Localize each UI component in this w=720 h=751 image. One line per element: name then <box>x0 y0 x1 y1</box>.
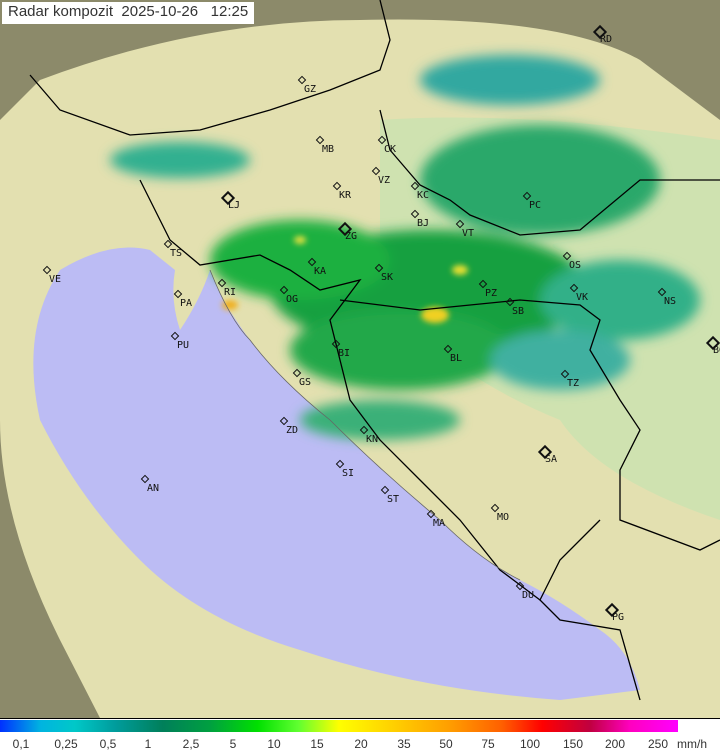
radar-map[interactable]: RD GZ MB CK VZ KR KC LJ BJ PC VT ZG TS VE RI KA SK OS PA PZ… <box>0 0 720 719</box>
city-label: KC <box>417 190 430 201</box>
city-label: RD <box>600 34 613 45</box>
city-label: PC <box>529 200 542 211</box>
precipitation-color-scale <box>0 720 678 732</box>
city-label: TS <box>170 248 183 259</box>
city-label: AN <box>147 483 160 494</box>
city-label: KN <box>366 434 379 445</box>
city-label: MA <box>433 518 446 529</box>
city-label: VT <box>462 228 475 239</box>
city-label: BJ <box>417 218 430 229</box>
map-layer <box>0 0 720 718</box>
coastline <box>209 269 521 581</box>
legend-tick-label: 150 <box>562 737 584 751</box>
city-label: SK <box>381 272 394 283</box>
legend-tick-label: 15 <box>310 737 324 751</box>
city-label: ZD <box>286 425 299 436</box>
city-label: DU <box>522 590 535 601</box>
city-label: PU <box>177 340 190 351</box>
city-label: TZ <box>567 378 580 389</box>
legend-tick-label: 0,5 <box>99 737 117 751</box>
legend-tick-label: 1 <box>144 737 152 751</box>
city-label: PG <box>612 612 625 623</box>
legend-tick-label: 200 <box>604 737 626 751</box>
city-label: SB <box>512 306 525 317</box>
city-label: VE <box>49 274 62 285</box>
city-label: KR <box>339 190 352 201</box>
legend-tick-label: 50 <box>439 737 453 751</box>
intense-echoes <box>222 236 468 323</box>
city-label: OG <box>286 294 299 305</box>
city-label: SI <box>342 468 355 479</box>
city-label: BI <box>338 348 351 359</box>
legend-tick-label: 250 <box>647 737 669 751</box>
city-label: VZ <box>378 175 391 186</box>
city-label: LJ <box>228 200 241 211</box>
city-label: RI <box>224 287 237 298</box>
city-label: GS <box>299 377 312 388</box>
legend-unit: mm/h <box>677 737 707 751</box>
city-label: PZ <box>485 288 498 299</box>
city-label: MB <box>322 144 335 155</box>
radar-echoes <box>110 55 700 440</box>
city-label: PA <box>180 298 193 309</box>
city-label: KA <box>314 266 327 277</box>
adriatic-sea <box>33 247 641 700</box>
legend-tick-label: 75 <box>481 737 495 751</box>
city-label: MO <box>497 512 510 523</box>
city-label: ST <box>387 494 400 505</box>
city-label: OS <box>569 260 582 271</box>
legend-tick-label: 100 <box>519 737 541 751</box>
legend-tick-label: 2,5 <box>182 737 200 751</box>
city-label: VK <box>576 292 589 303</box>
legend-tick-label: 0,25 <box>54 737 78 751</box>
city-label: BG <box>713 345 720 356</box>
legend-tick-label: 0,1 <box>12 737 30 751</box>
legend-tick-label: 35 <box>397 737 411 751</box>
city-label: GZ <box>304 84 317 95</box>
map-title: Radar kompozit 2025-10-26 12:25 <box>2 2 255 24</box>
city-label: CK <box>384 144 397 155</box>
title-time: 12:25 <box>210 3 249 20</box>
city-label: ZG <box>345 231 358 242</box>
country-borders <box>29 0 720 701</box>
legend-tick-label: 20 <box>354 737 368 751</box>
city-label: SA <box>545 454 558 465</box>
legend-tick-label: 5 <box>229 737 237 751</box>
legend-tick-label: 10 <box>267 737 281 751</box>
title-text: Radar kompozit <box>8 3 114 20</box>
city-label: NS <box>664 296 677 307</box>
city-label: BL <box>450 353 463 364</box>
title-date: 2025-10-26 <box>121 3 199 20</box>
